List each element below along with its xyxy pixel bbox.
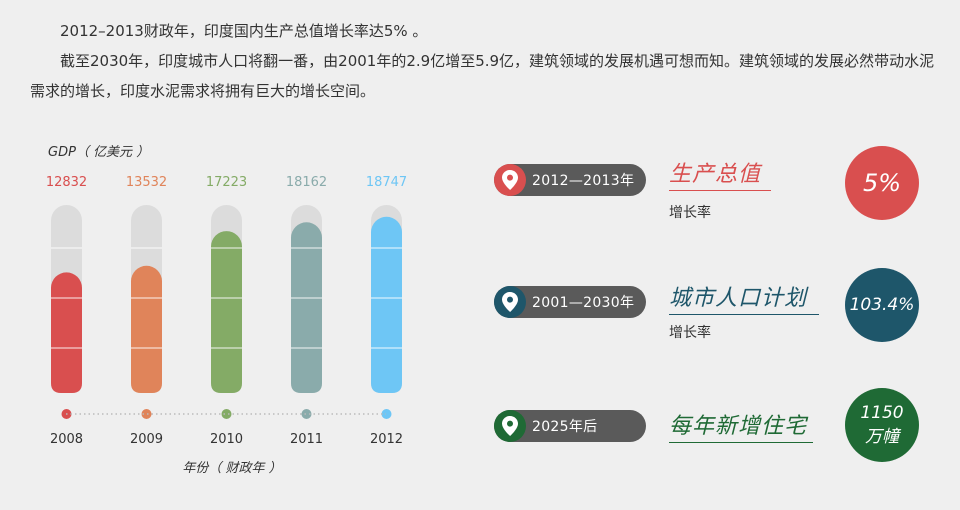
stat-value-housing-number: 1150 (860, 403, 904, 423)
stat-title-housing: 每年新增住宅 (669, 408, 813, 443)
period-pill-gdp: 2012—2013年 (494, 164, 646, 196)
bar (211, 231, 242, 393)
axis-dot (221, 409, 232, 419)
period-label-gdp: 2012—2013年 (532, 173, 635, 189)
map-pin-icon (494, 286, 526, 318)
period-label-housing: 2025年后 (532, 419, 598, 435)
x-axis-label: 年份（ 财政年 ） (182, 460, 281, 476)
period-pill-urban: 2001—2030年 (494, 286, 646, 318)
data-label: 17223 (206, 175, 247, 190)
axis-dot (381, 409, 392, 419)
stat-value-circle-housing: 1150 万幢 (845, 388, 919, 462)
stat-subtitle-gdp: 增长率 (669, 205, 711, 221)
intro-line-1: 2012–2013财政年，印度国内生产总值增长率达5% 。 (60, 22, 428, 40)
tick-label: 2011 (290, 432, 323, 447)
data-label: 12832 (46, 175, 87, 190)
stat-value-circle-gdp: 5% (845, 146, 919, 220)
period-pill-housing: 2025年后 (494, 410, 646, 442)
map-pin-icon (494, 164, 526, 196)
data-label: 18747 (366, 175, 407, 190)
data-label: 13532 (126, 175, 167, 190)
bar (371, 216, 402, 393)
stat-value-circle-urban: 103.4% (845, 268, 919, 342)
tick-label: 2008 (50, 432, 83, 447)
bar (291, 222, 322, 393)
intro-text: 2012–2013财政年，印度国内生产总值增长率达5% 。 截至2030年，印度… (30, 16, 940, 106)
gdp-bar-chart: GDP（ 亿美元 ） 12832 2008 13532 2009 17223 2010 18… (46, 144, 407, 476)
bar (131, 265, 162, 393)
tick-label: 2010 (210, 432, 243, 447)
stat-title-gdp: 生产总值 (669, 156, 771, 191)
map-pin-icon (494, 410, 526, 442)
data-label: 18162 (286, 175, 327, 190)
intro-line-2: 截至2030年，印度城市人口将翻一番，由2001年的2.9亿增至5.9亿，建筑领… (30, 52, 935, 100)
tick-label: 2012 (370, 432, 403, 447)
stat-subtitle-urban: 增长率 (669, 325, 711, 341)
stat-value-housing-unit: 万幢 (865, 427, 899, 447)
axis-dot (141, 409, 152, 419)
stat-value-gdp: 5% (862, 169, 902, 197)
axis-dot (301, 409, 312, 419)
bars-group: 12832 2008 13532 2009 17223 2010 18162 2011 1874… (46, 175, 407, 447)
period-label-urban: 2001—2030年 (532, 295, 635, 311)
bar (51, 272, 82, 393)
y-axis-label: GDP（ 亿美元 ） (48, 144, 149, 160)
stat-title-urban: 城市人口计划 (669, 280, 819, 315)
tick-label: 2009 (130, 432, 163, 447)
stat-value-urban: 103.4% (849, 295, 915, 315)
